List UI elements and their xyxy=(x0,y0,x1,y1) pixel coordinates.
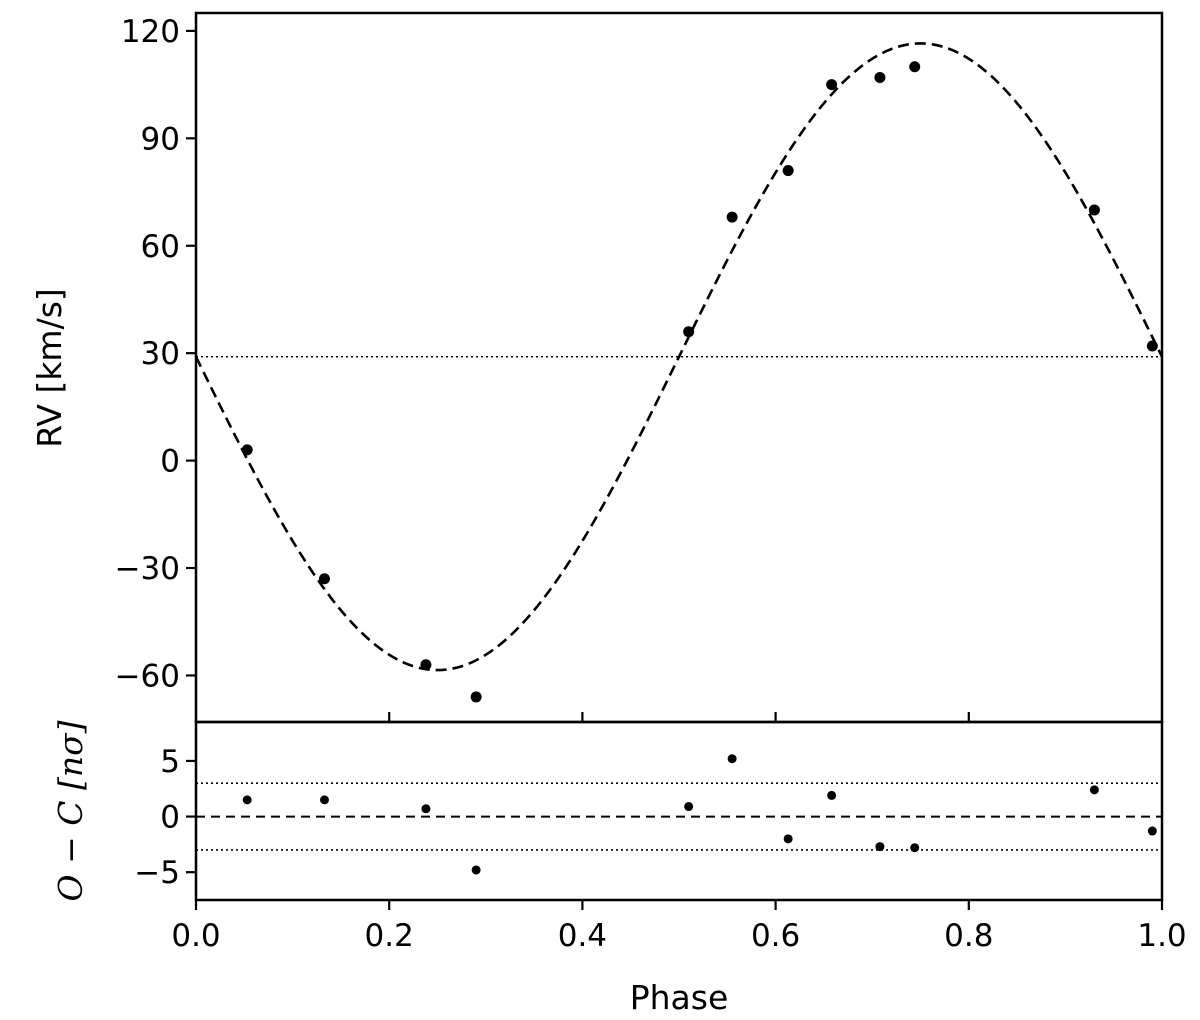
rv-y-tick-label: −30 xyxy=(115,551,180,587)
residual-y-label-c: C xyxy=(51,801,90,826)
rv-data-point xyxy=(909,61,921,73)
rv-y-tick-label: 60 xyxy=(141,229,180,265)
x-tick-label: 0.8 xyxy=(944,918,993,954)
rv-data-point xyxy=(826,79,838,91)
rv-data-point xyxy=(874,71,886,83)
rv-data-point xyxy=(1146,340,1158,352)
rv-y-tick-label: 0 xyxy=(160,444,180,480)
residual-y-tick-label: 0 xyxy=(160,800,180,836)
rv-data-point xyxy=(420,659,432,671)
rv-y-tick-label: −60 xyxy=(115,658,180,694)
rv-plot-frame xyxy=(194,11,1164,724)
x-axis-label: Phase xyxy=(630,978,729,1017)
residual-plot-frame xyxy=(194,720,1164,902)
residual-data-point xyxy=(242,795,252,805)
rv-data-point xyxy=(726,211,738,223)
residual-ticks-layer: −5 0 5 0.0 0.2 0.4 0.6 0.8 1.0 xyxy=(134,744,1186,954)
residual-reference-layer xyxy=(196,782,1162,851)
residual-data-point xyxy=(727,754,737,764)
rv-y-tick-label: 30 xyxy=(141,336,180,372)
rv-points-layer xyxy=(241,61,1158,703)
rv-data-point xyxy=(318,573,330,585)
rv-data-point xyxy=(1088,204,1100,216)
rv-data-point xyxy=(241,444,253,456)
rv-y-tick-label: 90 xyxy=(141,121,180,157)
x-tick-label: 0.4 xyxy=(558,918,607,954)
residual-panel: −5 0 5 0.0 0.2 0.4 0.6 0.8 1.0 O − C [nσ] Phase xyxy=(51,720,1187,1017)
residual-y-label-o: O xyxy=(51,874,90,901)
residual-data-point xyxy=(421,804,431,814)
residual-data-point xyxy=(471,865,481,875)
residual-data-point xyxy=(1089,785,1099,795)
residual-y-tick-label: −5 xyxy=(134,855,180,891)
rv-data-point xyxy=(683,326,695,338)
residual-y-tick-label: 5 xyxy=(160,744,180,780)
rv-panel: −60 −30 0 30 60 90 120 RV [km/s] xyxy=(30,11,1164,724)
residual-data-point xyxy=(684,802,694,812)
residual-data-point xyxy=(910,843,920,853)
rv-data-point xyxy=(782,165,794,177)
x-tick-label: 0.6 xyxy=(751,918,800,954)
residual-y-label-minus: − xyxy=(51,826,90,875)
x-tick-label: 1.0 xyxy=(1137,918,1186,954)
rv-data-point xyxy=(470,691,482,703)
residual-points-layer xyxy=(242,754,1157,875)
residual-y-axis-label: O − C [nσ] xyxy=(51,720,90,901)
rv-model-layer xyxy=(196,42,1162,672)
residual-data-point xyxy=(783,834,793,844)
residual-data-point xyxy=(875,842,885,852)
rv-y-tick-label: 120 xyxy=(121,14,180,50)
residual-data-point xyxy=(319,795,329,805)
residual-data-point xyxy=(827,790,837,800)
rv-model-curve xyxy=(196,42,1162,672)
residual-y-label-unit: [nσ] xyxy=(51,720,90,800)
rv-ticks-layer: −60 −30 0 30 60 90 120 xyxy=(115,14,970,722)
x-tick-label: 0.0 xyxy=(171,918,220,954)
x-tick-label: 0.2 xyxy=(365,918,414,954)
residual-data-point xyxy=(1147,826,1157,836)
rv-y-axis-label: RV [km/s] xyxy=(30,288,69,448)
